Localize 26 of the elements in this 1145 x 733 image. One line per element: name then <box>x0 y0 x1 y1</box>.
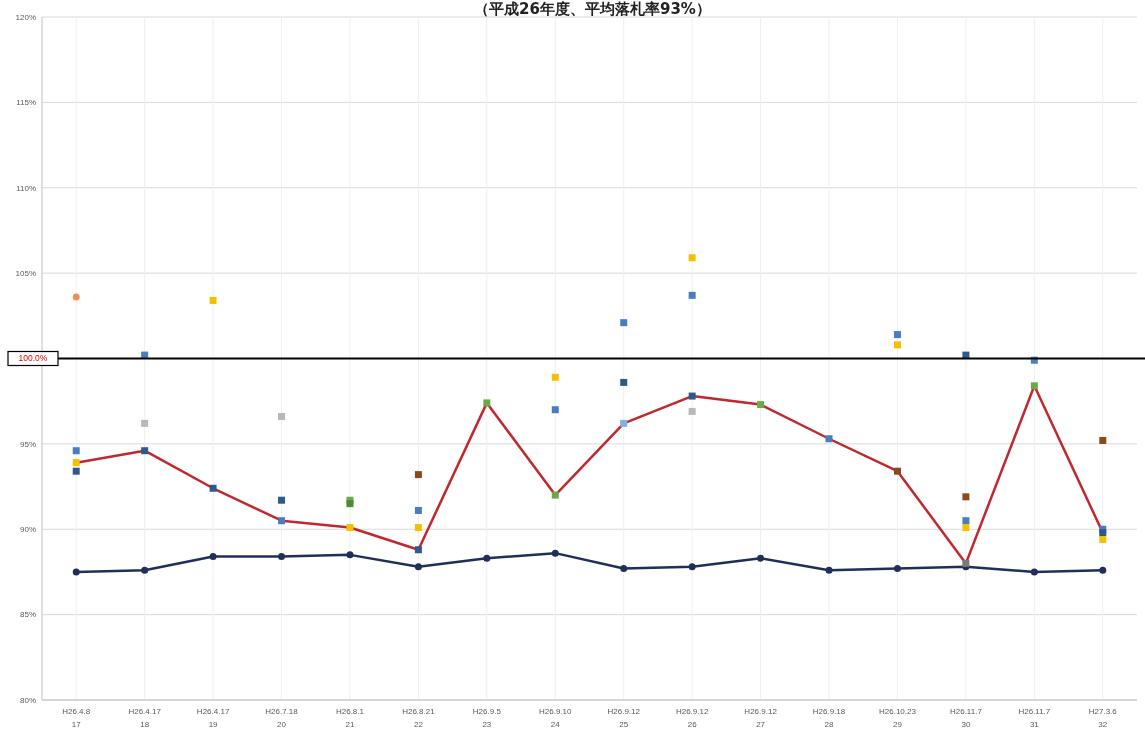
x-tick-label: H26.9.5 23 <box>472 707 502 729</box>
chart-title: （平成26年度、平均落札率93%） <box>474 0 711 18</box>
y-tick-label: 90% <box>19 525 36 535</box>
x-tick-label: H26.11.7 30 <box>949 707 983 729</box>
x-tick-label: H27.3.6 32 <box>1088 707 1118 729</box>
x-tick-label: H26.9.18 28 <box>812 707 846 729</box>
x-tick-label: H26.7.18 20 <box>265 707 299 729</box>
x-tick-label: H26.9.12 25 <box>607 707 641 729</box>
x-tick-label: H26.10.23 29 <box>879 707 917 729</box>
x-tick-label: H26.11.7 31 <box>1018 707 1051 729</box>
x-tick-label: H26.8.1 21 <box>335 707 365 729</box>
x-tick-label: H26.9.10 24 <box>539 707 573 729</box>
x-tick-label: H26.9.12 27 <box>744 707 778 729</box>
x-tick-label: H26.4.17 18 <box>128 707 162 729</box>
y-tick-label: 120% <box>15 12 36 22</box>
x-tick-label: H26.4.17 19 <box>196 707 230 729</box>
y-tick-label: 95% <box>19 439 36 449</box>
y-tick-label: 80% <box>19 695 36 705</box>
y-tick-label: 110% <box>16 183 36 193</box>
ref-line-label: 100.0% <box>18 353 48 364</box>
x-tick-label: H26.4.8 17 <box>62 707 91 729</box>
x-tick-label: H26.8.21 22 <box>402 707 436 729</box>
x-tick-label: H26.9.12 26 <box>675 707 709 729</box>
y-tick-label: 85% <box>19 610 36 620</box>
y-tick-label: 115% <box>16 98 36 108</box>
y-tick-label: 105% <box>15 268 36 278</box>
